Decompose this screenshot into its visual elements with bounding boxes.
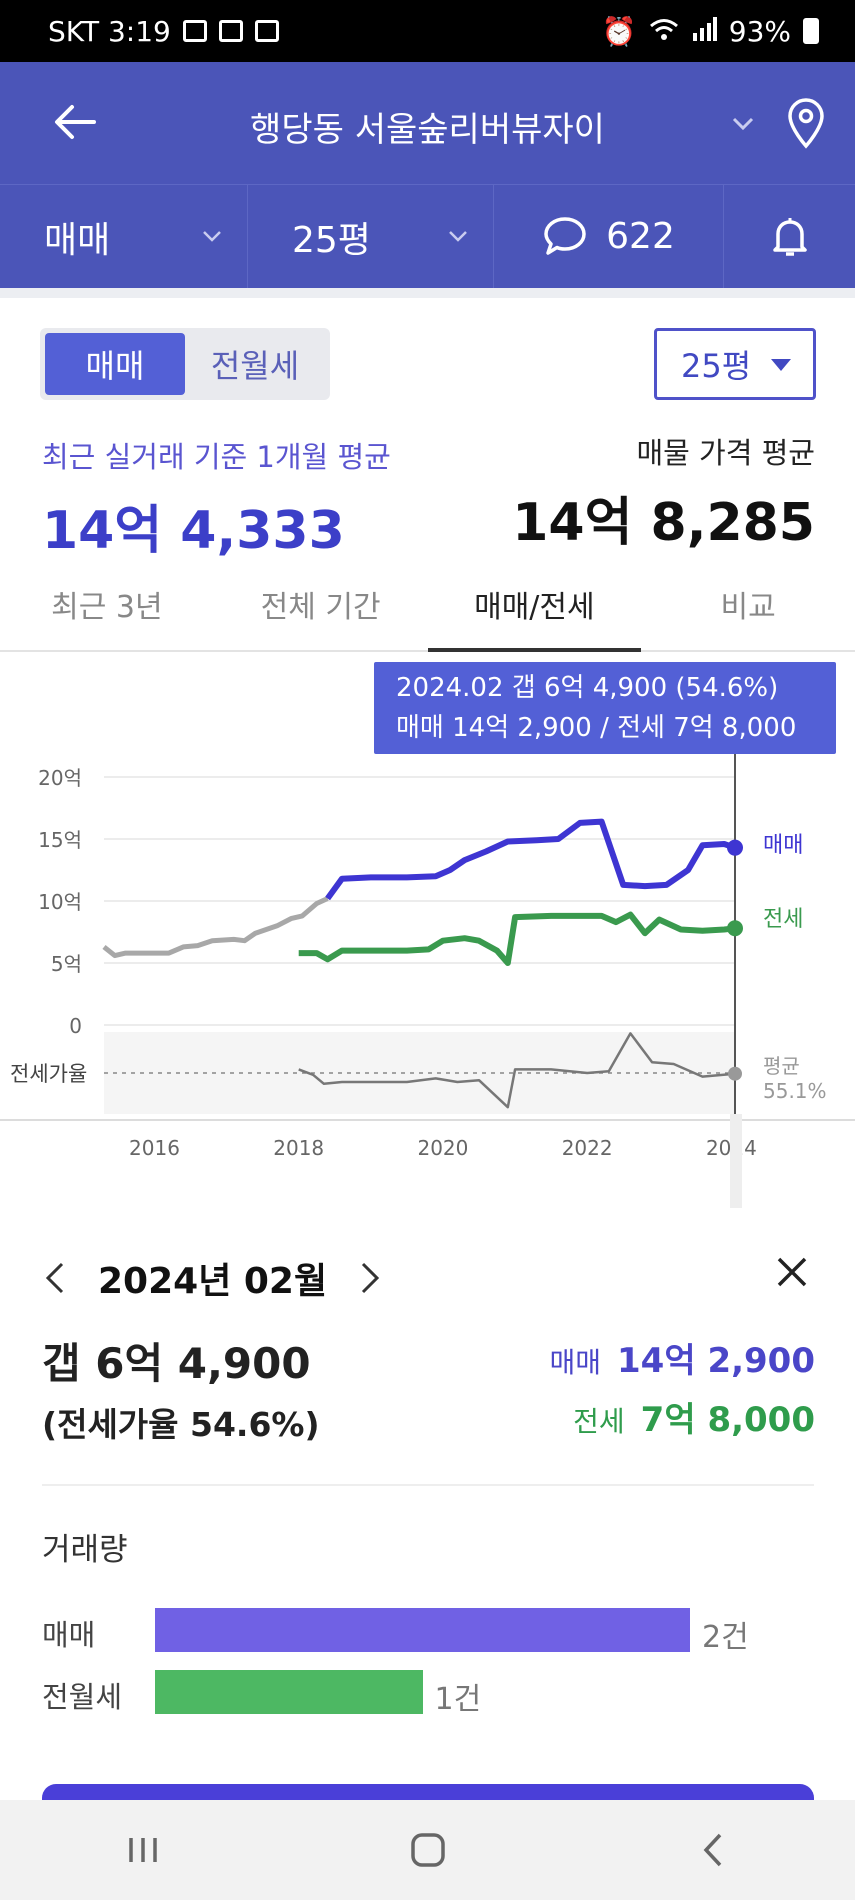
gap-value: 갭 6억 4,900 bbox=[42, 1339, 311, 1388]
complex-title[interactable]: 행당동 서울숲리버뷰자이 bbox=[250, 110, 605, 150]
sale-price-label: 매매 bbox=[549, 1346, 602, 1379]
x-tick-label: 2016 bbox=[129, 1136, 180, 1160]
sale-line bbox=[325, 818, 736, 901]
y-tick-label: 15억 bbox=[38, 828, 82, 852]
jeonse-line bbox=[298, 911, 736, 966]
chevron-down-icon bbox=[203, 231, 221, 242]
sale-series-label: 매매 bbox=[763, 833, 803, 858]
y-tick-label: 10억 bbox=[38, 890, 82, 914]
tab-compare[interactable]: 비교 bbox=[720, 590, 776, 625]
volume-label-sale: 매매 bbox=[42, 1618, 96, 1652]
x-tick-label: 2020 bbox=[417, 1136, 468, 1160]
carrier-time: SKT 3:19 bbox=[48, 14, 171, 48]
comments-button[interactable]: 622 bbox=[494, 185, 724, 288]
alarm-icon: ⏰ bbox=[601, 14, 637, 48]
recent-avg-label: 최근 실거래 기준 1개월 평균 bbox=[42, 440, 391, 474]
jeonse-price-label: 전세 bbox=[573, 1405, 625, 1438]
jeonse-price-row: 전세 7억 8,000 bbox=[573, 1392, 815, 1441]
jeonse-series-label: 전세 bbox=[763, 907, 803, 932]
status-bar: SKT 3:19 ⏰ 93% bbox=[0, 0, 855, 62]
size-label: 25평 bbox=[292, 219, 371, 261]
month-navigator: 2024년 02월 bbox=[42, 1252, 383, 1304]
ratio-axis-label: 전세가율 bbox=[10, 1062, 87, 1086]
caret-down-icon bbox=[771, 359, 791, 371]
recent-avg-value: 14억 4,333 bbox=[42, 501, 345, 561]
status-left: SKT 3:19 bbox=[48, 15, 279, 48]
segment-rent[interactable]: 전월세 bbox=[210, 347, 300, 385]
battery-percent: 93% bbox=[728, 14, 791, 48]
ratio-line bbox=[298, 1032, 736, 1109]
back-arrow-icon[interactable] bbox=[50, 97, 100, 147]
gallery-icon bbox=[182, 20, 207, 42]
status-right: ⏰ 93% bbox=[602, 15, 819, 48]
tab-recent-3y[interactable]: 최근 3년 bbox=[51, 590, 163, 625]
back-button[interactable] bbox=[683, 1820, 743, 1880]
calendar-icon bbox=[254, 20, 279, 42]
tooltip-line-2: 매매 14억 2,900 / 전세 7억 8,000 bbox=[396, 713, 796, 743]
calendar-icon bbox=[218, 20, 243, 42]
deal-type-dropdown[interactable]: 매매 bbox=[0, 185, 248, 288]
jeonse-point bbox=[727, 920, 743, 937]
chevron-down-icon bbox=[449, 231, 467, 242]
comment-count: 622 bbox=[606, 216, 675, 257]
selected-month: 2024년 02월 bbox=[98, 1261, 328, 1302]
app-header: 행당동 서울숲리버뷰자이 bbox=[0, 62, 855, 184]
volume-title: 거래량 bbox=[42, 1532, 128, 1568]
volume-count-sale: 2건 bbox=[702, 1620, 749, 1655]
listing-avg-label: 매물 가격 평균 bbox=[636, 436, 815, 470]
home-icon bbox=[410, 1833, 445, 1867]
size-select-value: 25평 bbox=[681, 347, 752, 385]
period-tabs: 최근 3년 전체 기간 매매/전세 비교 bbox=[0, 572, 855, 652]
tab-sale-jeonse[interactable]: 매매/전세 bbox=[427, 572, 642, 652]
filter-bar: 매매 25평 622 bbox=[0, 184, 855, 288]
home-button[interactable] bbox=[398, 1820, 458, 1880]
volume-label-rent: 전월세 bbox=[42, 1680, 123, 1714]
section-spacer bbox=[0, 288, 855, 298]
close-icon[interactable] bbox=[774, 1254, 810, 1290]
chat-bubble-icon bbox=[544, 216, 586, 255]
recent-apps-button[interactable] bbox=[113, 1820, 173, 1880]
tab-all-period[interactable]: 전체 기간 bbox=[260, 590, 381, 625]
bell-icon bbox=[772, 217, 807, 256]
chevron-right-icon[interactable] bbox=[357, 1258, 383, 1298]
ratio-point bbox=[728, 1066, 742, 1081]
back-chevron-icon bbox=[703, 1833, 721, 1867]
system-nav-bar bbox=[0, 1800, 855, 1900]
size-dropdown[interactable]: 25평 bbox=[248, 185, 494, 288]
volume-bar-sale bbox=[155, 1608, 690, 1652]
history-line bbox=[102, 896, 329, 959]
tooltip-line-1: 2024.02 갭 6억 4,900 (54.6%) bbox=[396, 673, 778, 703]
battery-icon bbox=[803, 18, 819, 44]
deal-segment-control: 매매 전월세 bbox=[40, 328, 330, 400]
chevron-left-icon[interactable] bbox=[42, 1258, 68, 1298]
x-tick-label: 2018 bbox=[273, 1136, 324, 1160]
cursor-handle[interactable] bbox=[730, 1114, 742, 1208]
jeonse-price-value: 7억 8,000 bbox=[640, 1400, 815, 1440]
wifi-icon bbox=[649, 15, 679, 48]
signal-icon bbox=[691, 15, 717, 48]
jeonse-ratio: (전세가율 54.6%) bbox=[42, 1405, 320, 1444]
listing-avg-value: 14억 8,285 bbox=[512, 493, 815, 553]
sale-price-row: 매매 14억 2,900 bbox=[549, 1333, 815, 1382]
divider bbox=[42, 1484, 814, 1486]
notification-button[interactable] bbox=[724, 185, 855, 288]
chevron-down-icon[interactable] bbox=[728, 108, 758, 138]
avg-label: 평균 bbox=[763, 1054, 800, 1078]
location-pin-icon[interactable] bbox=[784, 98, 828, 150]
y-tick-label: 0 bbox=[69, 1014, 82, 1038]
sale-point bbox=[727, 839, 743, 856]
y-tick-label: 20억 bbox=[38, 766, 82, 790]
avg-value: 55.1% bbox=[763, 1079, 827, 1103]
x-tick-label: 2022 bbox=[562, 1136, 613, 1160]
volume-count-rent: 1건 bbox=[434, 1682, 482, 1717]
sale-price-value: 14억 2,900 bbox=[617, 1341, 815, 1381]
volume-bar-rent bbox=[155, 1670, 423, 1714]
y-tick-label: 5억 bbox=[51, 952, 82, 976]
segment-sale[interactable]: 매매 bbox=[45, 333, 185, 395]
deal-type-label: 매매 bbox=[44, 219, 111, 261]
recent-apps-icon bbox=[128, 1838, 157, 1862]
size-select[interactable]: 25평 bbox=[654, 328, 816, 400]
tooltip-box bbox=[374, 662, 836, 754]
